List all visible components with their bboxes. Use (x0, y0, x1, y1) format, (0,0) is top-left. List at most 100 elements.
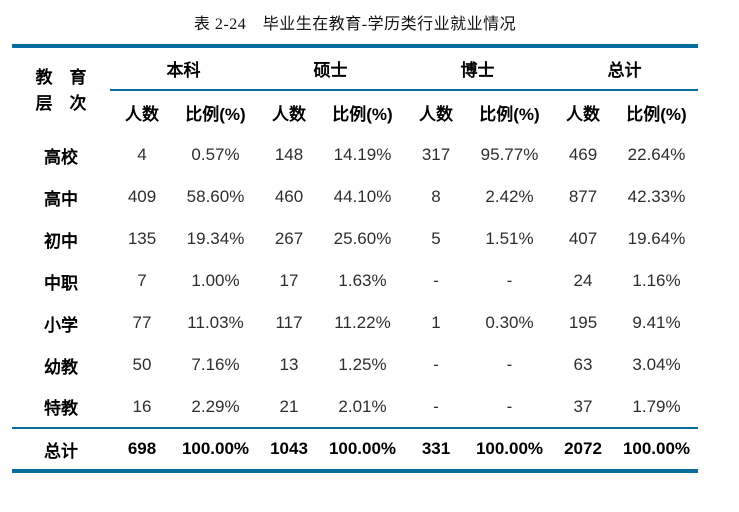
cell: 1.16% (632, 271, 681, 290)
group-header-bachelor: 本科 (110, 46, 257, 91)
cell: 117 (275, 313, 303, 332)
cell: 317 (421, 145, 451, 164)
cell: 50 (132, 355, 152, 374)
cell: 24 (573, 271, 593, 290)
table-row: 小学 77 11.03% 117 11.22% 1 0.30% 195 9.41… (12, 302, 698, 344)
cell: - (433, 271, 439, 290)
table-row: 幼教 50 7.16% 13 1.25% - - 63 3.04% (12, 344, 698, 386)
cell: - (506, 396, 513, 416)
subheader-count: 人数 (272, 105, 306, 124)
cell: 8 (431, 187, 441, 206)
cell: 2072 (551, 427, 615, 471)
row-header-line2: 层 次 (35, 94, 87, 113)
cell: 698 (110, 427, 174, 471)
cell: 11.22% (334, 313, 391, 332)
subheader-count: 人数 (419, 105, 453, 124)
cell: 4 (137, 145, 147, 164)
cell: 331 (404, 427, 468, 471)
cell: 2.42% (485, 187, 534, 206)
cell: 877 (568, 187, 598, 206)
cell: 100.00% (174, 427, 257, 471)
row-label: 初中 (44, 231, 78, 251)
cell: 42.33% (627, 187, 686, 206)
group-header-total: 总计 (551, 46, 698, 91)
cell: 195 (568, 313, 598, 332)
cell: 469 (568, 145, 598, 164)
cell: 13 (279, 355, 299, 374)
cell: 19.34% (186, 229, 245, 248)
cell: 1 (431, 313, 441, 332)
cell: 460 (274, 187, 304, 206)
cell: 407 (568, 229, 598, 248)
employment-table: 教 育 层 次 本科 硕士 博士 总计 人数 比例(%) 人数 比例(%) 人数… (12, 44, 698, 473)
cell: 1.00% (191, 271, 240, 290)
cell: 0.57% (191, 145, 240, 164)
cell: 2.29% (191, 396, 240, 416)
header-sub-row: 人数 比例(%) 人数 比例(%) 人数 比例(%) 人数 比例(%) (12, 90, 698, 134)
subheader-count: 人数 (566, 105, 600, 124)
cell: 19.64% (627, 229, 686, 248)
header-group-row: 教 育 层 次 本科 硕士 博士 总计 (12, 46, 698, 113)
cell: 267 (274, 229, 304, 248)
cell: 100.00% (615, 427, 698, 471)
cell: 1.79% (632, 396, 681, 416)
table-row: 高中 409 58.60% 460 44.10% 8 2.42% 877 42.… (12, 176, 698, 218)
subheader-ratio: 比例(%) (626, 105, 687, 124)
cell: 1.63% (338, 271, 387, 290)
cell: 95.77% (480, 145, 539, 164)
group-header-master: 硕士 (257, 46, 404, 91)
subheader-count: 人数 (125, 105, 159, 124)
table-row: 特教 16 2.29% 21 2.01% - - 37 1.79% (12, 386, 698, 428)
cell: 2.01% (338, 396, 387, 416)
cell: - (506, 355, 513, 374)
row-label: 特教 (44, 399, 78, 418)
cell: 100.00% (321, 427, 404, 471)
cell: - (433, 355, 439, 374)
cell: 25.60% (333, 229, 392, 248)
table-caption: 表 2-24 毕业生在教育-学历类行业就业情况 (193, 16, 517, 33)
cell: 0.30% (485, 313, 534, 332)
row-label: 小学 (44, 315, 78, 335)
row-label: 高校 (44, 147, 78, 167)
cell: 17 (279, 271, 299, 290)
cell: 9.41% (632, 313, 681, 332)
table-container: 表 2-24 毕业生在教育-学历类行业就业情况 教 育 层 次 本科 硕士 博士 (12, 0, 698, 473)
cell: 1043 (257, 427, 321, 471)
cell: 1.25% (338, 355, 387, 374)
cell: 100.00% (468, 427, 551, 471)
cell: 63 (573, 355, 593, 374)
row-label: 幼教 (44, 357, 78, 377)
cell: 16 (132, 396, 152, 416)
row-header-education-level: 教 育 层 次 (12, 46, 110, 134)
cell: 7.16% (191, 355, 240, 374)
cell: 409 (127, 187, 157, 206)
total-row: 总计 698 100.00% 1043 100.00% 331 100.00% … (12, 427, 698, 471)
table-row: 初中 135 19.34% 267 25.60% 5 1.51% 407 19.… (12, 218, 698, 260)
cell: 11.03% (187, 313, 244, 332)
cell: 77 (132, 313, 152, 332)
cell: 21 (279, 396, 299, 416)
row-label: 高中 (44, 189, 78, 209)
cell: 7 (137, 271, 147, 290)
cell: 5 (431, 229, 441, 248)
table-row: 中职 7 1.00% 17 1.63% - - 24 1.16% (12, 260, 698, 302)
table-row: 高校 4 0.57% 148 14.19% 317 95.77% 469 22.… (12, 134, 698, 176)
cell: - (506, 271, 513, 290)
cell: 37 (573, 396, 593, 416)
cell: 44.10% (333, 187, 392, 206)
subheader-ratio: 比例(%) (332, 105, 393, 124)
subheader-ratio: 比例(%) (479, 105, 540, 124)
cell: 148 (274, 145, 304, 164)
cell: 1.51% (485, 229, 534, 248)
group-header-doctor: 博士 (404, 46, 551, 91)
subheader-ratio: 比例(%) (185, 105, 246, 124)
cell: 22.64% (627, 145, 686, 164)
cell: 14.19% (333, 145, 392, 164)
cell: 3.04% (632, 355, 681, 374)
row-header-line1: 教 育 (35, 67, 87, 87)
cell: - (433, 396, 439, 416)
row-label: 中职 (44, 273, 78, 293)
row-label: 总计 (12, 427, 110, 471)
cell: 58.60% (186, 187, 245, 206)
